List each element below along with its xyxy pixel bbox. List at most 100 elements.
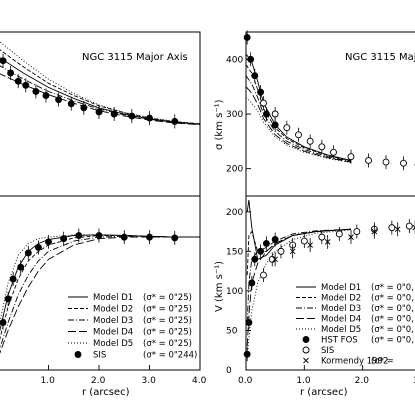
legend-entry: Model D4 (σ* = 0"0, ape bbox=[296, 315, 415, 325]
x-tick-label: 3.0 bbox=[142, 376, 157, 386]
data-point-filled bbox=[247, 55, 255, 63]
data-point-filled bbox=[9, 275, 17, 283]
panel-bottom-right: V (km s⁻¹) 0 50 100 150 200 0.0 1.0 2.0 3.0 r (… bbox=[214, 195, 415, 398]
data-point-filled bbox=[95, 232, 103, 239]
legend-entry: Model D3 (σ* = 0"25) bbox=[68, 316, 192, 326]
legend-entry: Model D5 (σ* = 0"0, ape bbox=[296, 325, 415, 335]
legend-param: (σ* = 0"0, ape bbox=[371, 294, 415, 304]
data-point-open bbox=[283, 124, 291, 132]
x-tick-label: 4.0 bbox=[192, 376, 207, 386]
legend-label: Model D2 bbox=[321, 294, 361, 304]
data-point-open bbox=[318, 233, 326, 241]
data-point-filled bbox=[257, 247, 265, 255]
y-axis-label: σ (km s⁻¹) bbox=[214, 99, 225, 150]
series-group bbox=[243, 199, 415, 362]
data-point-filled bbox=[128, 112, 136, 120]
legend-marker bbox=[303, 357, 309, 364]
data-point-open bbox=[388, 224, 396, 232]
legend-label: Model D1 bbox=[93, 293, 133, 303]
data-point-cross bbox=[272, 256, 278, 263]
data-point-cross bbox=[394, 226, 401, 233]
data-point-filled bbox=[55, 96, 63, 104]
legend-entry: Kormendy 1992(σ* = bbox=[303, 357, 394, 367]
data-point-filled bbox=[0, 57, 7, 65]
x-tick-label: 1.0 bbox=[296, 376, 311, 386]
legend-label: HST FOS bbox=[321, 336, 358, 346]
data-point-filled bbox=[271, 236, 279, 243]
data-point-open bbox=[405, 222, 413, 230]
legend-entry: Model D4 (σ* = 0"25) bbox=[68, 328, 192, 338]
y-tick-label: 200 bbox=[226, 208, 243, 218]
legend-label: Model D5 bbox=[321, 325, 361, 335]
data-point-filled bbox=[243, 34, 251, 41]
legend-param: (σ* = 0"25) bbox=[143, 316, 192, 326]
panel-bottom-left: 1.0 2.0 3.0 4.0 r (arcsec) Model D1 (σ* = 0"… bbox=[0, 195, 207, 398]
legend-entry: Model D1 (σ* = 0"0, ape bbox=[296, 283, 415, 293]
data-point-open bbox=[330, 148, 337, 156]
y-tick-label: 300 bbox=[226, 110, 243, 120]
x-tick-label: 3.0 bbox=[413, 376, 415, 386]
legend-param: (σ* = 0"25) bbox=[143, 328, 192, 338]
data-point-filled bbox=[251, 255, 259, 263]
data-point-open bbox=[382, 158, 390, 166]
y-tick-label: 50 bbox=[226, 326, 238, 336]
data-point-filled bbox=[75, 232, 83, 239]
series-line-model-d3 bbox=[0, 65, 201, 125]
data-point-cross bbox=[371, 228, 378, 235]
data-point-filled bbox=[262, 240, 270, 247]
x-tick-labels: 0.0 1.0 2.0 3.0 bbox=[238, 365, 415, 386]
data-point-filled bbox=[42, 92, 50, 100]
legend-label: Model D1 bbox=[321, 283, 361, 293]
data-point-filled bbox=[271, 121, 279, 129]
data-point-filled bbox=[22, 81, 30, 89]
legend-label: Model D5 bbox=[93, 339, 133, 349]
legend-label: Model D2 bbox=[93, 305, 133, 315]
series-line-model-d4 bbox=[0, 236, 200, 354]
legend-marker bbox=[302, 346, 310, 354]
data-point-open bbox=[271, 110, 279, 118]
x-tick-label: 1.0 bbox=[41, 376, 56, 386]
legend-label: SIS bbox=[321, 346, 334, 356]
legend-label: Model D4 bbox=[321, 315, 361, 325]
data-point-open bbox=[260, 271, 267, 279]
legend-param: (σ* = bbox=[371, 357, 394, 367]
data-point-open bbox=[260, 99, 267, 107]
legend-right: Model D1 (σ* = 0"0, ape Model D2 (σ* = 0"0,… bbox=[296, 283, 415, 367]
data-point-cross bbox=[307, 242, 313, 248]
y-tick-label: 150 bbox=[226, 247, 243, 257]
data-point-filled bbox=[67, 100, 75, 108]
series-line-model-d4 bbox=[0, 73, 201, 126]
x-tick-label: 2.0 bbox=[91, 376, 106, 386]
data-point-open bbox=[268, 255, 276, 263]
series-group bbox=[243, 30, 415, 171]
data-point-filled bbox=[34, 243, 42, 251]
data-point-filled bbox=[248, 279, 256, 287]
x-tick-labels: 1.0 2.0 3.0 4.0 bbox=[41, 365, 207, 386]
data-point-filled bbox=[60, 235, 68, 243]
panel-top-left: NGC 3115 Major Axis bbox=[0, 31, 201, 197]
legend-param: (σ* = 0"0, ape bbox=[371, 325, 415, 335]
data-point-filled bbox=[0, 319, 7, 326]
data-point-filled bbox=[262, 110, 270, 118]
legend-marker bbox=[74, 351, 82, 358]
panel-title: NGC 3115 Major Axis bbox=[82, 52, 188, 63]
data-point-open bbox=[365, 157, 372, 164]
data-point-filled bbox=[110, 110, 118, 118]
data-point-open bbox=[277, 247, 285, 255]
panel-frame bbox=[245, 195, 415, 371]
legend-marker bbox=[302, 336, 310, 343]
legend-param: (σ* = 0"0, ape bbox=[371, 283, 415, 293]
legend-entry: Model D2 (σ* = 0"0, ape bbox=[296, 294, 415, 304]
legend-label: SIS bbox=[93, 351, 106, 361]
legend-entry: SIS bbox=[302, 346, 334, 356]
data-point-open bbox=[335, 230, 343, 238]
legend-param: (σ* = 0"0, ape bbox=[371, 336, 415, 346]
legend-param: (σ* = 0"25) bbox=[143, 293, 192, 303]
data-point-filled bbox=[4, 295, 12, 303]
data-point-filled bbox=[120, 233, 128, 241]
data-point-filled bbox=[245, 319, 253, 326]
legend-label: Model D4 bbox=[93, 328, 133, 338]
legend-param: (σ* = 0"25) bbox=[143, 339, 192, 349]
y-tick-labels: 200 300 400 bbox=[226, 55, 251, 175]
x-tick-label: 2.0 bbox=[355, 376, 370, 386]
